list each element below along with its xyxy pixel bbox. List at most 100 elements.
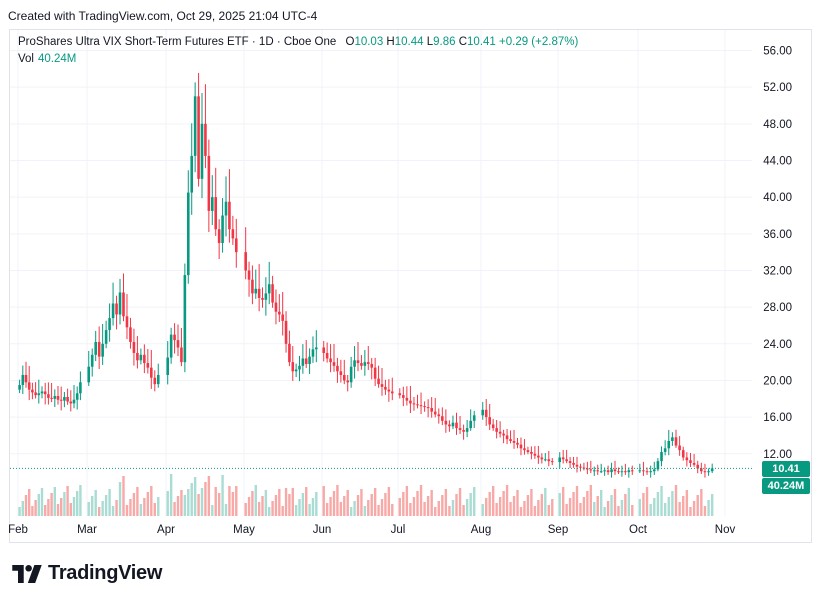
volume-bar bbox=[132, 493, 136, 516]
candle-body bbox=[63, 396, 66, 401]
volume-bar bbox=[423, 502, 426, 516]
candle-body bbox=[565, 459, 568, 462]
candle-body bbox=[104, 330, 108, 344]
volume-bar bbox=[129, 499, 132, 516]
volume-bar bbox=[224, 504, 228, 516]
volume-bar bbox=[271, 501, 274, 516]
candle-body bbox=[667, 440, 671, 449]
candle-body bbox=[678, 445, 681, 451]
legend-low-key: L bbox=[426, 36, 434, 48]
created-note: Created with TradingView.com, Oct 29, 20… bbox=[8, 9, 318, 23]
volume-bar bbox=[540, 494, 544, 516]
candle-body bbox=[685, 457, 689, 461]
legend-low: 9.86 bbox=[433, 36, 456, 48]
x-tick-label: Oct bbox=[629, 524, 648, 536]
volume-bar bbox=[150, 486, 153, 516]
candle-body bbox=[231, 229, 235, 239]
candle-body bbox=[284, 320, 288, 344]
candle-body bbox=[24, 374, 28, 383]
legend-change: +0.29 (+2.87%) bbox=[499, 36, 579, 48]
candle-body bbox=[200, 123, 204, 179]
volume-bar bbox=[582, 497, 586, 516]
candle-body bbox=[169, 334, 173, 358]
candle-body bbox=[186, 192, 190, 276]
candle-body bbox=[125, 316, 129, 328]
candle-body bbox=[451, 422, 455, 427]
volume-bar bbox=[173, 502, 176, 516]
volume-bar bbox=[343, 496, 346, 516]
volume-bar bbox=[663, 503, 667, 516]
volume-bar bbox=[261, 496, 264, 516]
volume-bar bbox=[207, 476, 211, 516]
x-tick-label: Mar bbox=[77, 524, 97, 536]
candle-body bbox=[409, 400, 412, 404]
volume-bar bbox=[610, 495, 613, 516]
candle-body bbox=[416, 404, 419, 406]
volume-bar bbox=[519, 507, 523, 516]
candle-body bbox=[247, 270, 251, 280]
candle-body bbox=[122, 292, 125, 317]
volume-bar bbox=[143, 498, 146, 516]
volume-bar bbox=[187, 489, 190, 516]
volume-bar bbox=[473, 487, 476, 516]
volume-bar bbox=[247, 497, 251, 516]
volume-bar bbox=[586, 491, 589, 516]
candle-body bbox=[426, 407, 430, 409]
volume-bar bbox=[430, 490, 433, 516]
volume-bar bbox=[495, 503, 498, 516]
volume-bar bbox=[235, 486, 238, 516]
volume-bar bbox=[94, 490, 97, 516]
candle-body bbox=[455, 422, 458, 429]
volume-bar bbox=[462, 505, 465, 516]
volume-bar bbox=[257, 502, 261, 516]
candle-body bbox=[703, 471, 707, 473]
candle-body bbox=[87, 366, 91, 383]
candle-body bbox=[433, 411, 437, 415]
candle-body bbox=[540, 457, 544, 460]
legend-high: 10.44 bbox=[394, 36, 424, 48]
chart-frame bbox=[9, 29, 812, 543]
volume-bar bbox=[200, 488, 204, 516]
volume-bar bbox=[356, 495, 360, 516]
candle-body bbox=[254, 288, 258, 294]
volume-bar bbox=[37, 494, 40, 516]
candle-body bbox=[132, 341, 136, 353]
volume-bar bbox=[251, 491, 254, 516]
volume-bar bbox=[228, 486, 231, 516]
candle-body bbox=[21, 374, 25, 386]
candle-body bbox=[384, 386, 387, 390]
volume-bar bbox=[481, 504, 484, 516]
volume-bar bbox=[606, 501, 610, 516]
candle-body bbox=[342, 374, 346, 381]
candle-body bbox=[674, 437, 678, 446]
candle-body bbox=[523, 448, 526, 451]
volume-bar bbox=[360, 489, 363, 516]
volume-bar bbox=[409, 503, 412, 516]
candle-body bbox=[544, 459, 547, 461]
volume-bar bbox=[183, 495, 187, 516]
candle-body bbox=[444, 420, 448, 425]
volume-bar bbox=[21, 501, 24, 516]
candle-body bbox=[561, 457, 565, 460]
candle-body bbox=[210, 197, 214, 211]
legend-open-key: O bbox=[345, 36, 355, 48]
legend-close: 10.41 bbox=[467, 36, 496, 48]
candle-body bbox=[322, 347, 326, 353]
volume-bar bbox=[79, 485, 82, 516]
volume-bar bbox=[346, 490, 349, 516]
volume-bar bbox=[572, 492, 575, 516]
candle-body bbox=[228, 201, 231, 230]
tradingview-logo[interactable]: TradingView bbox=[12, 562, 162, 585]
candle-body bbox=[356, 360, 360, 364]
candle-body bbox=[267, 284, 271, 294]
volume-bar bbox=[589, 485, 593, 516]
volume-bar bbox=[660, 486, 663, 516]
candle-body bbox=[217, 229, 221, 243]
candle-body bbox=[405, 397, 409, 401]
volume-bar bbox=[111, 506, 115, 516]
candle-body bbox=[370, 363, 374, 368]
volume-bar bbox=[125, 505, 129, 516]
candle-body bbox=[90, 354, 94, 367]
volume-bar bbox=[190, 483, 193, 516]
